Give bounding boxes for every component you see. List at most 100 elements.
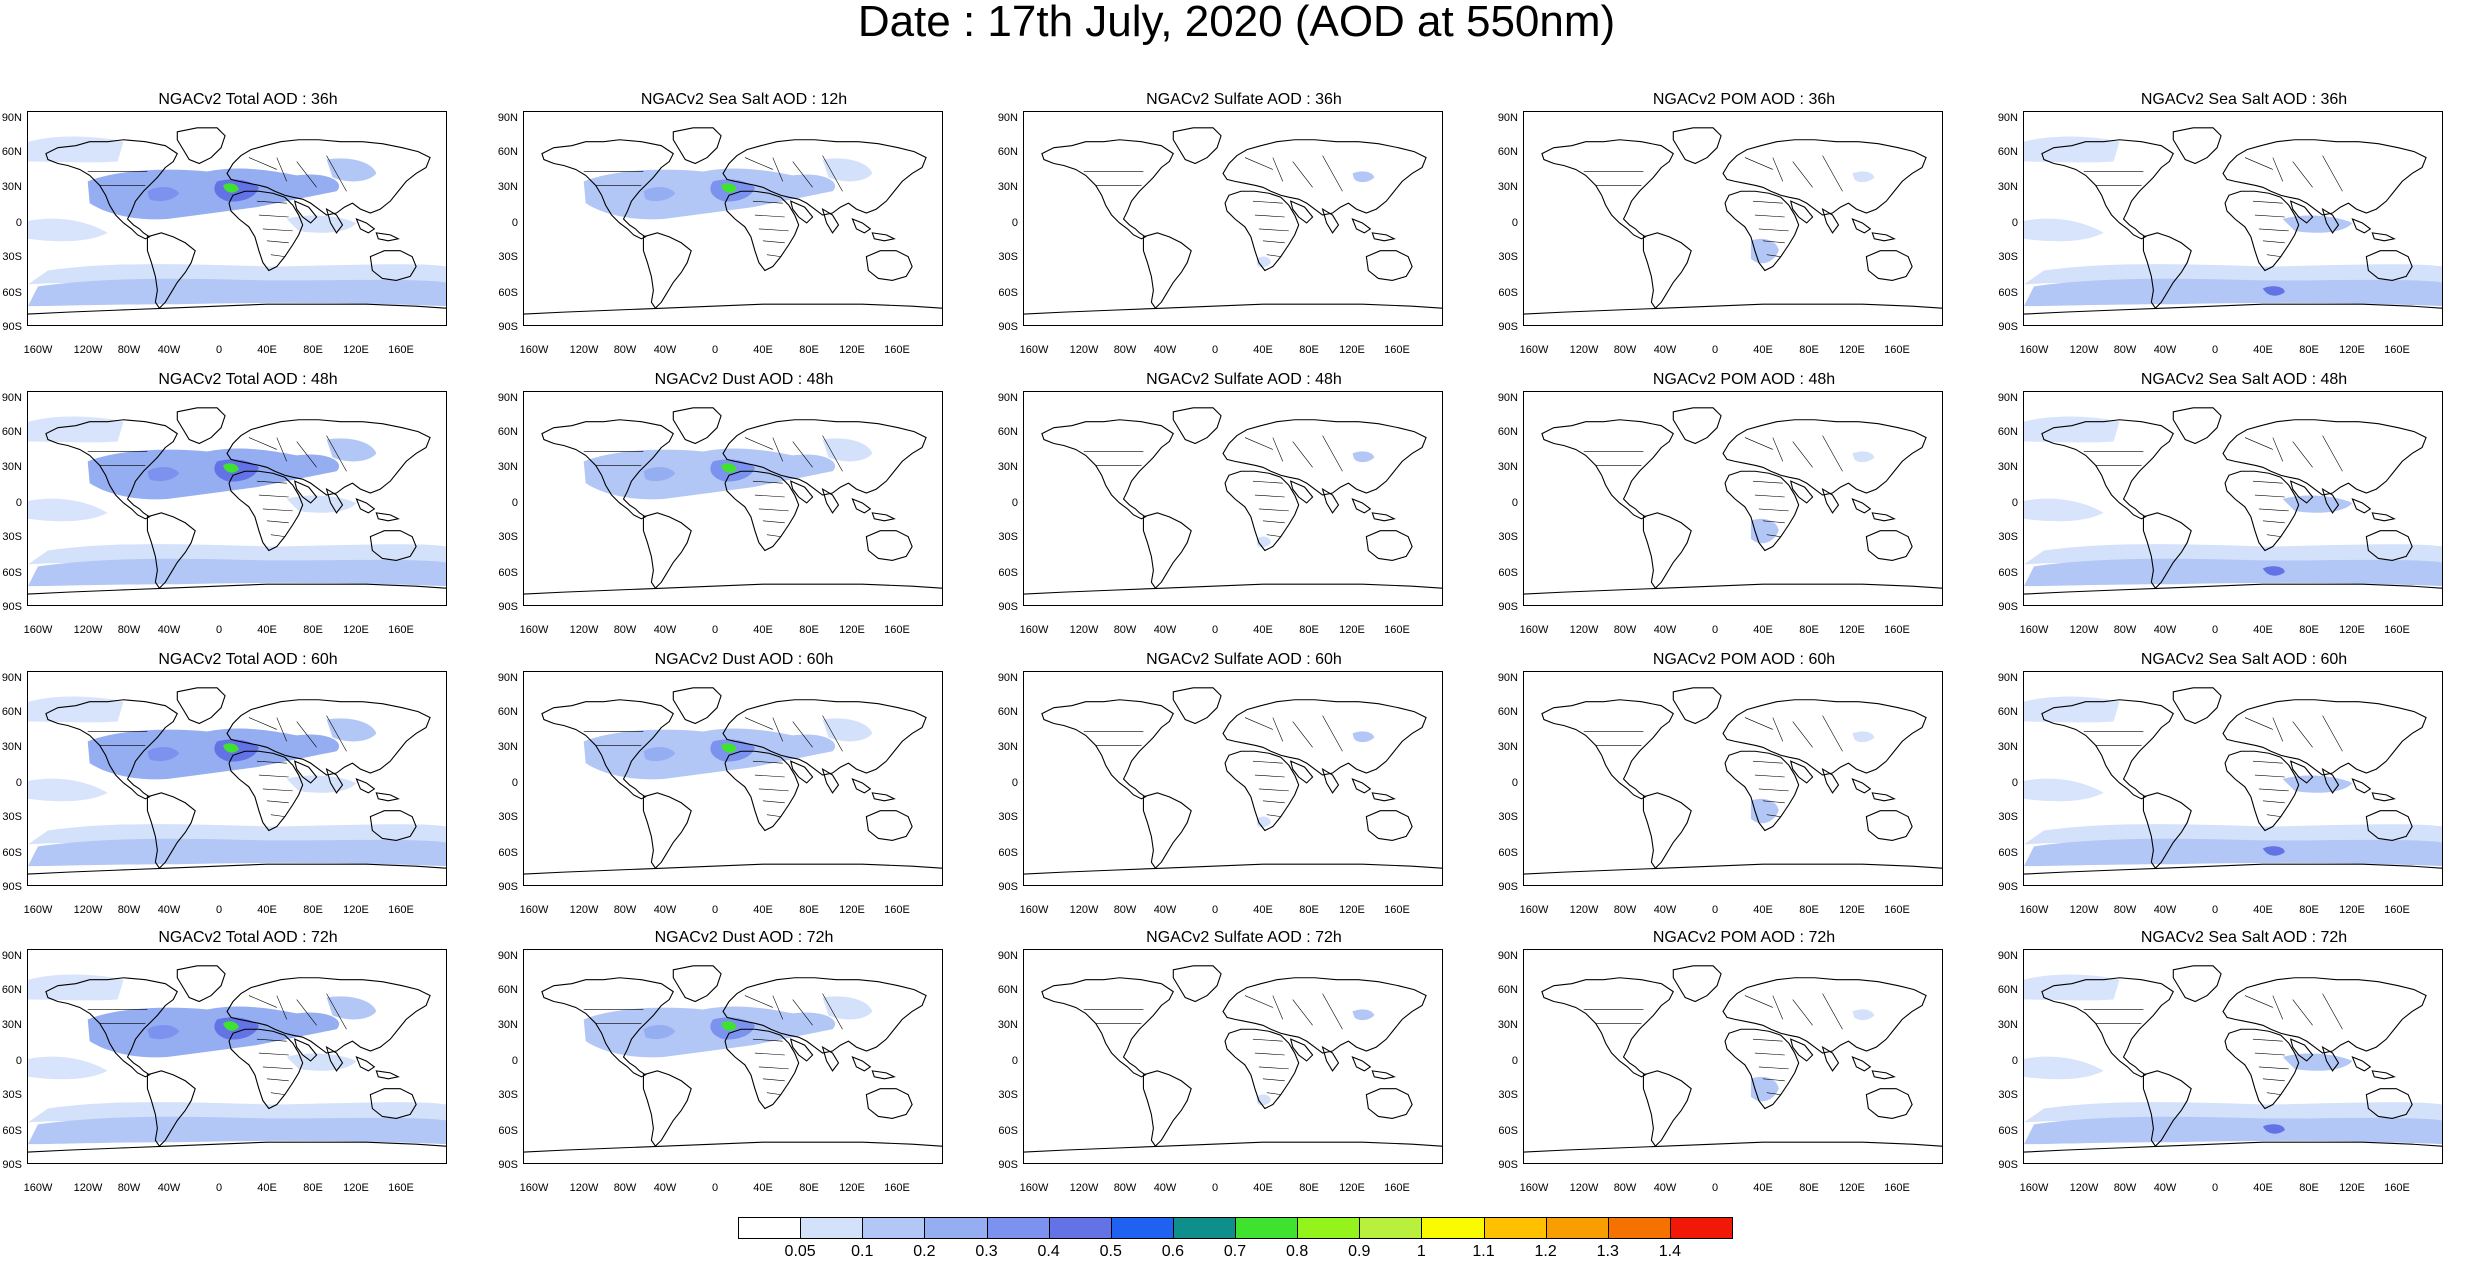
map-panel: NGACv2 Total AOD : 36h 90N 60N 30N 0 30S 60S 90… bbox=[0, 92, 496, 371]
lon-tick-label: 0 bbox=[215, 624, 223, 636]
colorbar bbox=[738, 1217, 1733, 1241]
aod-contour bbox=[583, 448, 836, 500]
map-frame bbox=[27, 111, 447, 326]
lon-tick-label: 40E bbox=[1253, 904, 1273, 916]
aod-contour bbox=[1750, 518, 1779, 544]
lon-tick-label: 0 bbox=[2211, 1182, 2219, 1194]
aod-contour bbox=[2262, 1124, 2285, 1134]
map-panel: NGACv2 Total AOD : 48h 90N 60N 30N 0 30S 60S 90… bbox=[0, 372, 496, 651]
lat-tick-label: 30S bbox=[1998, 811, 2018, 823]
aod-contour bbox=[1352, 731, 1375, 743]
aod-contour bbox=[28, 558, 446, 587]
lat-tick-label: 0 bbox=[1011, 777, 1018, 789]
lat-tick-label: 90S bbox=[1498, 321, 1518, 333]
aod-contour bbox=[28, 974, 124, 1001]
aod-contour bbox=[721, 183, 737, 193]
lon-tick-label: 40E bbox=[2253, 624, 2273, 636]
lon-tick-label: 160E bbox=[884, 904, 910, 916]
aod-contour bbox=[1352, 1009, 1375, 1021]
map-frame bbox=[27, 671, 447, 886]
lon-tick-label: 80E bbox=[799, 1182, 819, 1194]
map-frame bbox=[1023, 949, 1443, 1164]
colorbar-swatch bbox=[1359, 1217, 1423, 1239]
panel-title: NGACv2 Sulfate AOD : 72h bbox=[1146, 929, 1342, 946]
lon-tick-label: 80E bbox=[1799, 624, 1819, 636]
lat-tick-label: 60N bbox=[1997, 146, 2018, 158]
lon-tick-label: 40E bbox=[1753, 344, 1773, 356]
colorbar-swatch bbox=[1297, 1217, 1361, 1239]
aod-contour bbox=[223, 1021, 239, 1031]
lon-tick-label: 160W bbox=[1519, 624, 1549, 636]
lon-tick-label: 40W bbox=[1653, 1182, 1677, 1194]
lon-tick-label: 120E bbox=[2339, 624, 2365, 636]
lon-tick-label: 160E bbox=[2384, 904, 2410, 916]
lat-tick-label: 60N bbox=[1997, 426, 2018, 438]
coastlines bbox=[1024, 127, 1442, 315]
lat-tick-label: 60S bbox=[2, 1125, 22, 1137]
aod-contour bbox=[1852, 451, 1875, 463]
lat-tick-label: 90S bbox=[498, 321, 518, 333]
lat-tick-label: 90S bbox=[1998, 321, 2018, 333]
lon-tick-label: 80E bbox=[303, 344, 323, 356]
lon-tick-label: 40W bbox=[157, 344, 181, 356]
lat-tick-label: 30S bbox=[498, 251, 518, 263]
lon-tick-label: 80W bbox=[1613, 624, 1637, 636]
lon-tick-label: 160W bbox=[2019, 904, 2049, 916]
aod-contour bbox=[1750, 1076, 1779, 1102]
lat-tick-label: 90N bbox=[1497, 950, 1518, 962]
lon-tick-label: 40W bbox=[157, 1182, 181, 1194]
lon-tick-label: 120E bbox=[343, 904, 369, 916]
map-panel: NGACv2 Sulfate AOD : 36h 90N 60N 30N 0 30S 60S… bbox=[996, 92, 1492, 371]
colorbar-swatch bbox=[924, 1217, 988, 1239]
lat-tick-label: 60S bbox=[998, 567, 1018, 579]
lon-tick-label: 80W bbox=[2113, 904, 2137, 916]
lon-tick-label: 40W bbox=[157, 904, 181, 916]
lon-tick-label: 40W bbox=[1153, 344, 1177, 356]
lon-tick-label: 80E bbox=[303, 624, 323, 636]
aod-contour bbox=[643, 467, 676, 482]
lat-tick-label: 0 bbox=[15, 777, 22, 789]
lat-tick-label: 90S bbox=[998, 1159, 1018, 1171]
lon-tick-label: 120W bbox=[1069, 1182, 1099, 1194]
map-frame bbox=[2023, 671, 2443, 886]
colorbar-label: 1 bbox=[1416, 1243, 1426, 1260]
aod-contour bbox=[28, 218, 108, 242]
lon-tick-label: 80W bbox=[2113, 344, 2137, 356]
colorbar-swatch bbox=[1483, 1217, 1547, 1239]
lat-tick-label: 60S bbox=[1998, 1125, 2018, 1137]
lon-tick-label: 80W bbox=[613, 344, 637, 356]
lat-tick-label: 30S bbox=[998, 1089, 1018, 1101]
lon-tick-label: 160W bbox=[23, 1182, 53, 1194]
aod-contour bbox=[87, 448, 340, 500]
lat-tick-label: 0 bbox=[2011, 1055, 2018, 1067]
lat-tick-label: 90S bbox=[2, 321, 22, 333]
coastlines bbox=[524, 965, 942, 1153]
lon-tick-label: 80E bbox=[799, 624, 819, 636]
aod-map bbox=[1524, 407, 1942, 595]
lon-tick-label: 160E bbox=[388, 1182, 414, 1194]
lat-tick-label: 90N bbox=[997, 672, 1018, 684]
aod-contour bbox=[87, 168, 340, 220]
lon-tick-label: 120W bbox=[2069, 624, 2099, 636]
coastlines bbox=[524, 127, 942, 315]
panel-title: NGACv2 Total AOD : 36h bbox=[158, 91, 338, 108]
lat-tick-label: 90N bbox=[1, 672, 22, 684]
lat-tick-label: 90N bbox=[497, 112, 518, 124]
lon-tick-label: 120W bbox=[569, 344, 599, 356]
lon-tick-label: 160E bbox=[388, 624, 414, 636]
lon-tick-label: 40W bbox=[2153, 904, 2177, 916]
coastlines bbox=[524, 407, 942, 595]
lon-tick-label: 160W bbox=[1019, 904, 1049, 916]
lon-tick-label: 120E bbox=[1839, 624, 1865, 636]
lat-tick-label: 90S bbox=[998, 601, 1018, 613]
lon-tick-label: 0 bbox=[1711, 344, 1719, 356]
lon-tick-label: 0 bbox=[1711, 904, 1719, 916]
lat-tick-label: 90S bbox=[998, 321, 1018, 333]
map-frame bbox=[2023, 111, 2443, 326]
map-panel: NGACv2 POM AOD : 72h 90N 60N 30N 0 30S 60S 90S 1… bbox=[1496, 930, 1992, 1209]
lat-tick-label: 90S bbox=[998, 881, 1018, 893]
panel-title: NGACv2 POM AOD : 36h bbox=[1652, 91, 1836, 108]
colorbar-label: 1.4 bbox=[1658, 1243, 1681, 1260]
colorbar-swatch bbox=[1110, 1217, 1174, 1239]
lat-tick-label: 60S bbox=[1998, 567, 2018, 579]
